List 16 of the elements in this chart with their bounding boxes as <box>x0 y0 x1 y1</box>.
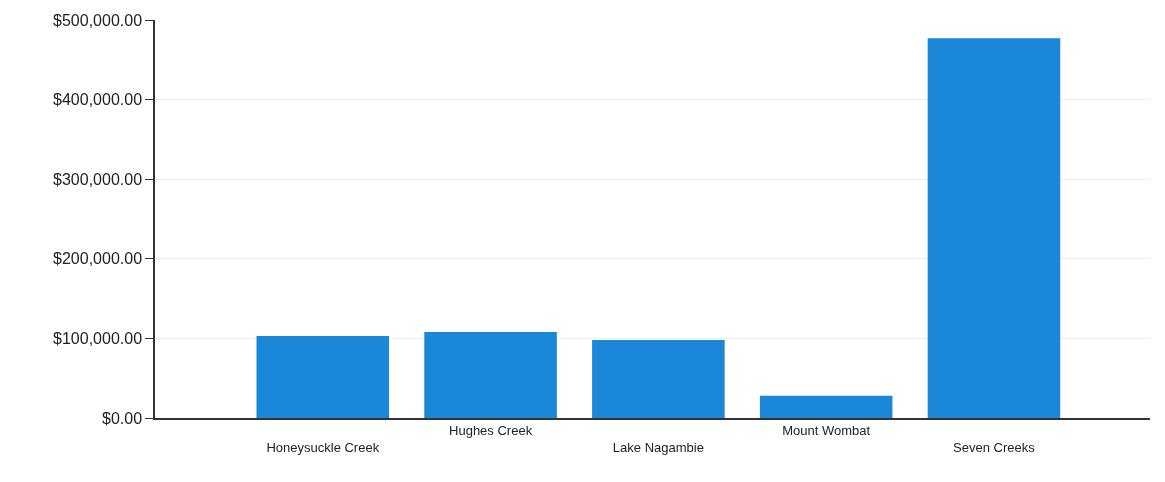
x-tick-label: Hughes Creek <box>449 423 533 439</box>
bar <box>592 339 725 418</box>
y-tick-label: $400,000.00 <box>53 91 143 109</box>
bar <box>256 336 390 418</box>
bar <box>424 332 557 418</box>
x-tick-label: Mount Wombat <box>782 423 871 439</box>
y-tick-label: $0.00 <box>102 409 143 427</box>
bar <box>759 395 893 418</box>
bar <box>927 38 1061 418</box>
x-tick-label: Lake Nagambie <box>612 440 704 456</box>
x-tick-label: Honeysuckle Creek <box>266 440 380 456</box>
y-tick-label: $500,000.00 <box>53 11 143 29</box>
y-tick-label: $200,000.00 <box>53 250 143 268</box>
y-tick-label: $300,000.00 <box>53 170 143 188</box>
x-tick-label: Seven Creeks <box>953 440 1036 456</box>
y-tick-label: $100,000.00 <box>53 330 143 347</box>
